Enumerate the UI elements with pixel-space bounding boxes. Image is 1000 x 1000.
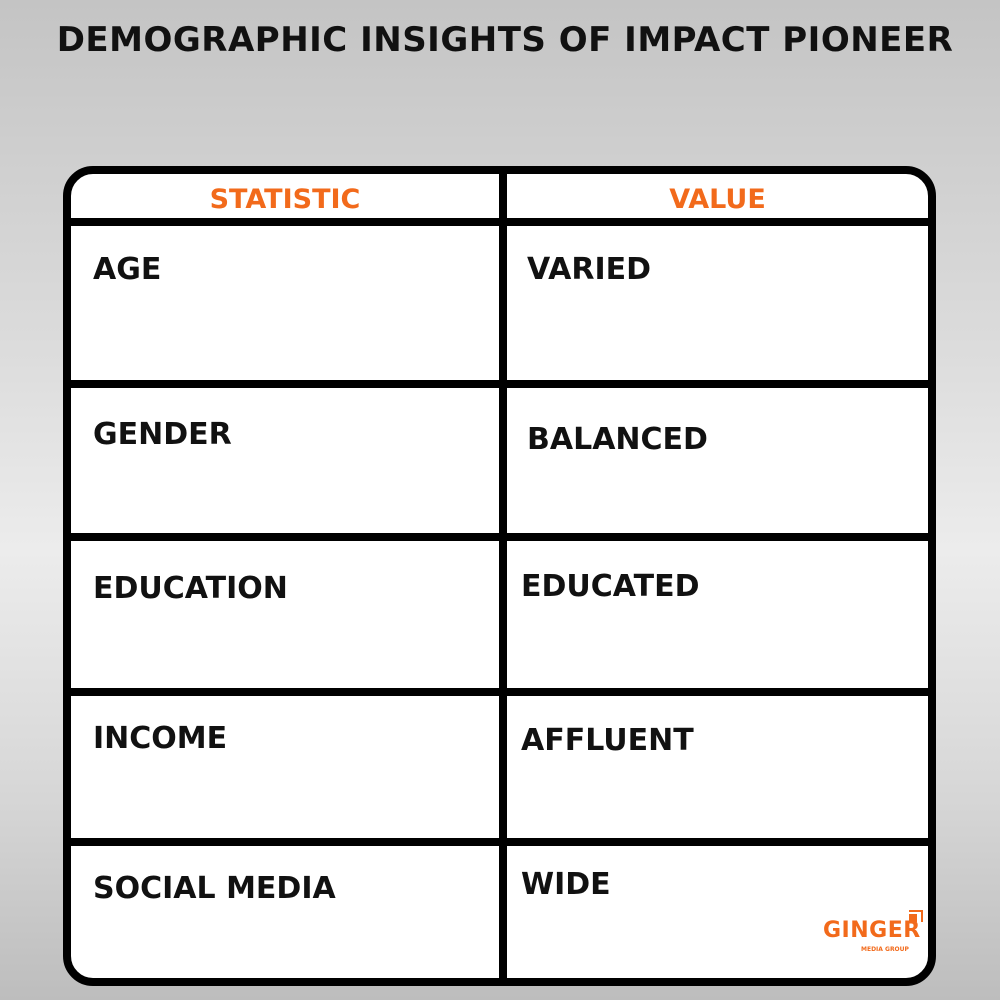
cell-value: WIDE xyxy=(521,867,611,902)
cell-statistic: EDUCATION xyxy=(93,571,288,606)
header-statistic: STATISTIC xyxy=(209,184,361,215)
cell-value: BALANCED xyxy=(527,422,708,457)
cell-value: AFFLUENT xyxy=(521,723,694,758)
row-divider xyxy=(71,218,928,226)
logo-subtitle: MEDIA GROUP xyxy=(861,946,909,953)
ginger-logo: GINGER MEDIA GROUP xyxy=(823,910,933,968)
demographics-table: STATISTIC VALUE AGE VARIED GENDER BALANC… xyxy=(63,166,936,986)
cell-value: VARIED xyxy=(527,252,652,287)
cell-statistic: INCOME xyxy=(93,721,228,756)
column-divider xyxy=(499,174,507,978)
row-divider xyxy=(71,838,928,846)
header-value: VALUE xyxy=(669,184,766,215)
cell-value: EDUCATED xyxy=(521,569,700,604)
cell-statistic: AGE xyxy=(93,252,162,287)
logo-mark-square xyxy=(909,914,917,922)
logo-name: GINGER xyxy=(823,918,921,943)
row-divider xyxy=(71,533,928,541)
logo-mark-icon xyxy=(909,910,923,922)
row-divider xyxy=(71,688,928,696)
page-title: DEMOGRAPHIC INSIGHTS OF IMPACT PIONEER xyxy=(56,20,954,60)
cell-statistic: SOCIAL MEDIA xyxy=(93,871,336,906)
row-divider xyxy=(71,380,928,388)
cell-statistic: GENDER xyxy=(93,417,232,452)
